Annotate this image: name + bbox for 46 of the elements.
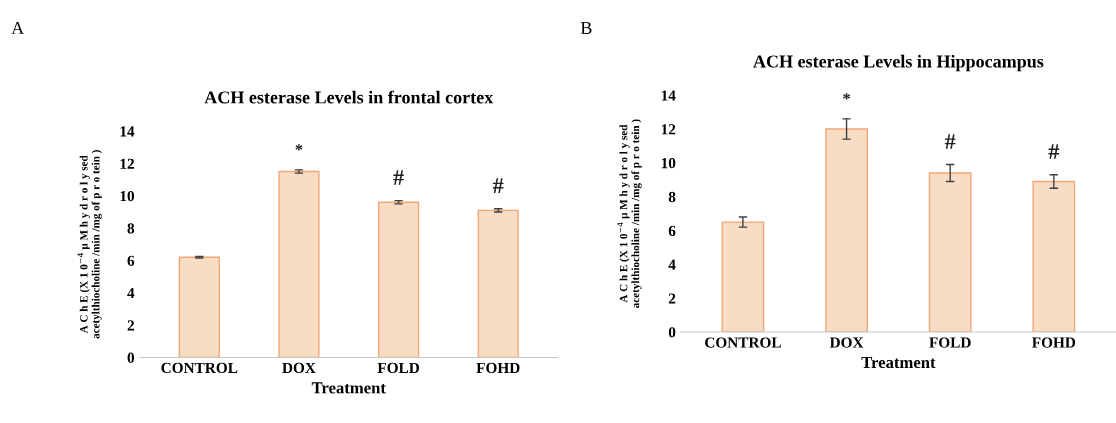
bar (825, 128, 868, 333)
y-tick-label: 8 (668, 191, 676, 203)
y-tick-label: 0 (127, 352, 135, 363)
y-tick-label: 4 (127, 288, 135, 299)
x-tick-label: FOHD (476, 362, 520, 374)
x-tick-label: FOLD (929, 337, 971, 348)
y-tick-label: 0 (668, 327, 676, 338)
annotation: * (295, 144, 303, 151)
chart-title: ACH esterase Levels in frontal cortex (204, 90, 494, 104)
text: A (11, 21, 25, 34)
bar (178, 256, 220, 358)
bar (377, 201, 420, 358)
annotation: * (843, 93, 851, 100)
x-tick-label: CONTROL (161, 362, 238, 374)
annotation: # (1048, 144, 1060, 159)
y-tick-label: 4 (668, 259, 676, 270)
bar (721, 221, 765, 333)
x-axis-title: Treatment (861, 356, 936, 369)
bar (278, 170, 320, 358)
annotation: # (944, 134, 956, 149)
bar (928, 172, 972, 333)
y-tick-label: 14 (661, 90, 676, 101)
y-tick-label: 6 (127, 255, 135, 266)
y-tick-label: 12 (661, 124, 676, 135)
x-tick-label: CONTROL (705, 337, 781, 348)
y-tick-label: 14 (120, 126, 135, 137)
x-axis-title: Treatment (311, 382, 386, 394)
y-tick-label: 10 (120, 190, 135, 202)
x-tick-label: FOHD (1032, 337, 1076, 348)
annotation: # (492, 178, 504, 193)
bar (477, 209, 519, 358)
y-axis-title: A C h E (X 1 0$^{−4}$ μ M h y d r o l y sed acetylthiocholine /min /mg of p r o tein ) (77, 150, 102, 339)
x-tick-label: DOX (829, 337, 864, 348)
y-axis-title: A C h E (X 1 0$^{−4}$ μ M h y d r o l y sed acetylthiocholine /min /mg of p r o tein ) (617, 119, 642, 308)
y-tick-label: 2 (668, 293, 676, 304)
x-tick-label: DOX (282, 362, 316, 374)
x-tick-label: FOLD (377, 362, 420, 374)
y-tick-label: 6 (668, 225, 676, 236)
annotation: # (393, 170, 404, 185)
y-tick-label: 12 (120, 158, 134, 169)
bar (1032, 180, 1076, 333)
chart-title: ACH esterase Levels in Hippocampus (753, 54, 1044, 72)
y-tick-label: 8 (127, 223, 135, 234)
y-tick-label: 2 (127, 320, 134, 331)
text: B (580, 22, 592, 34)
y-tick-label: 10 (661, 158, 676, 169)
